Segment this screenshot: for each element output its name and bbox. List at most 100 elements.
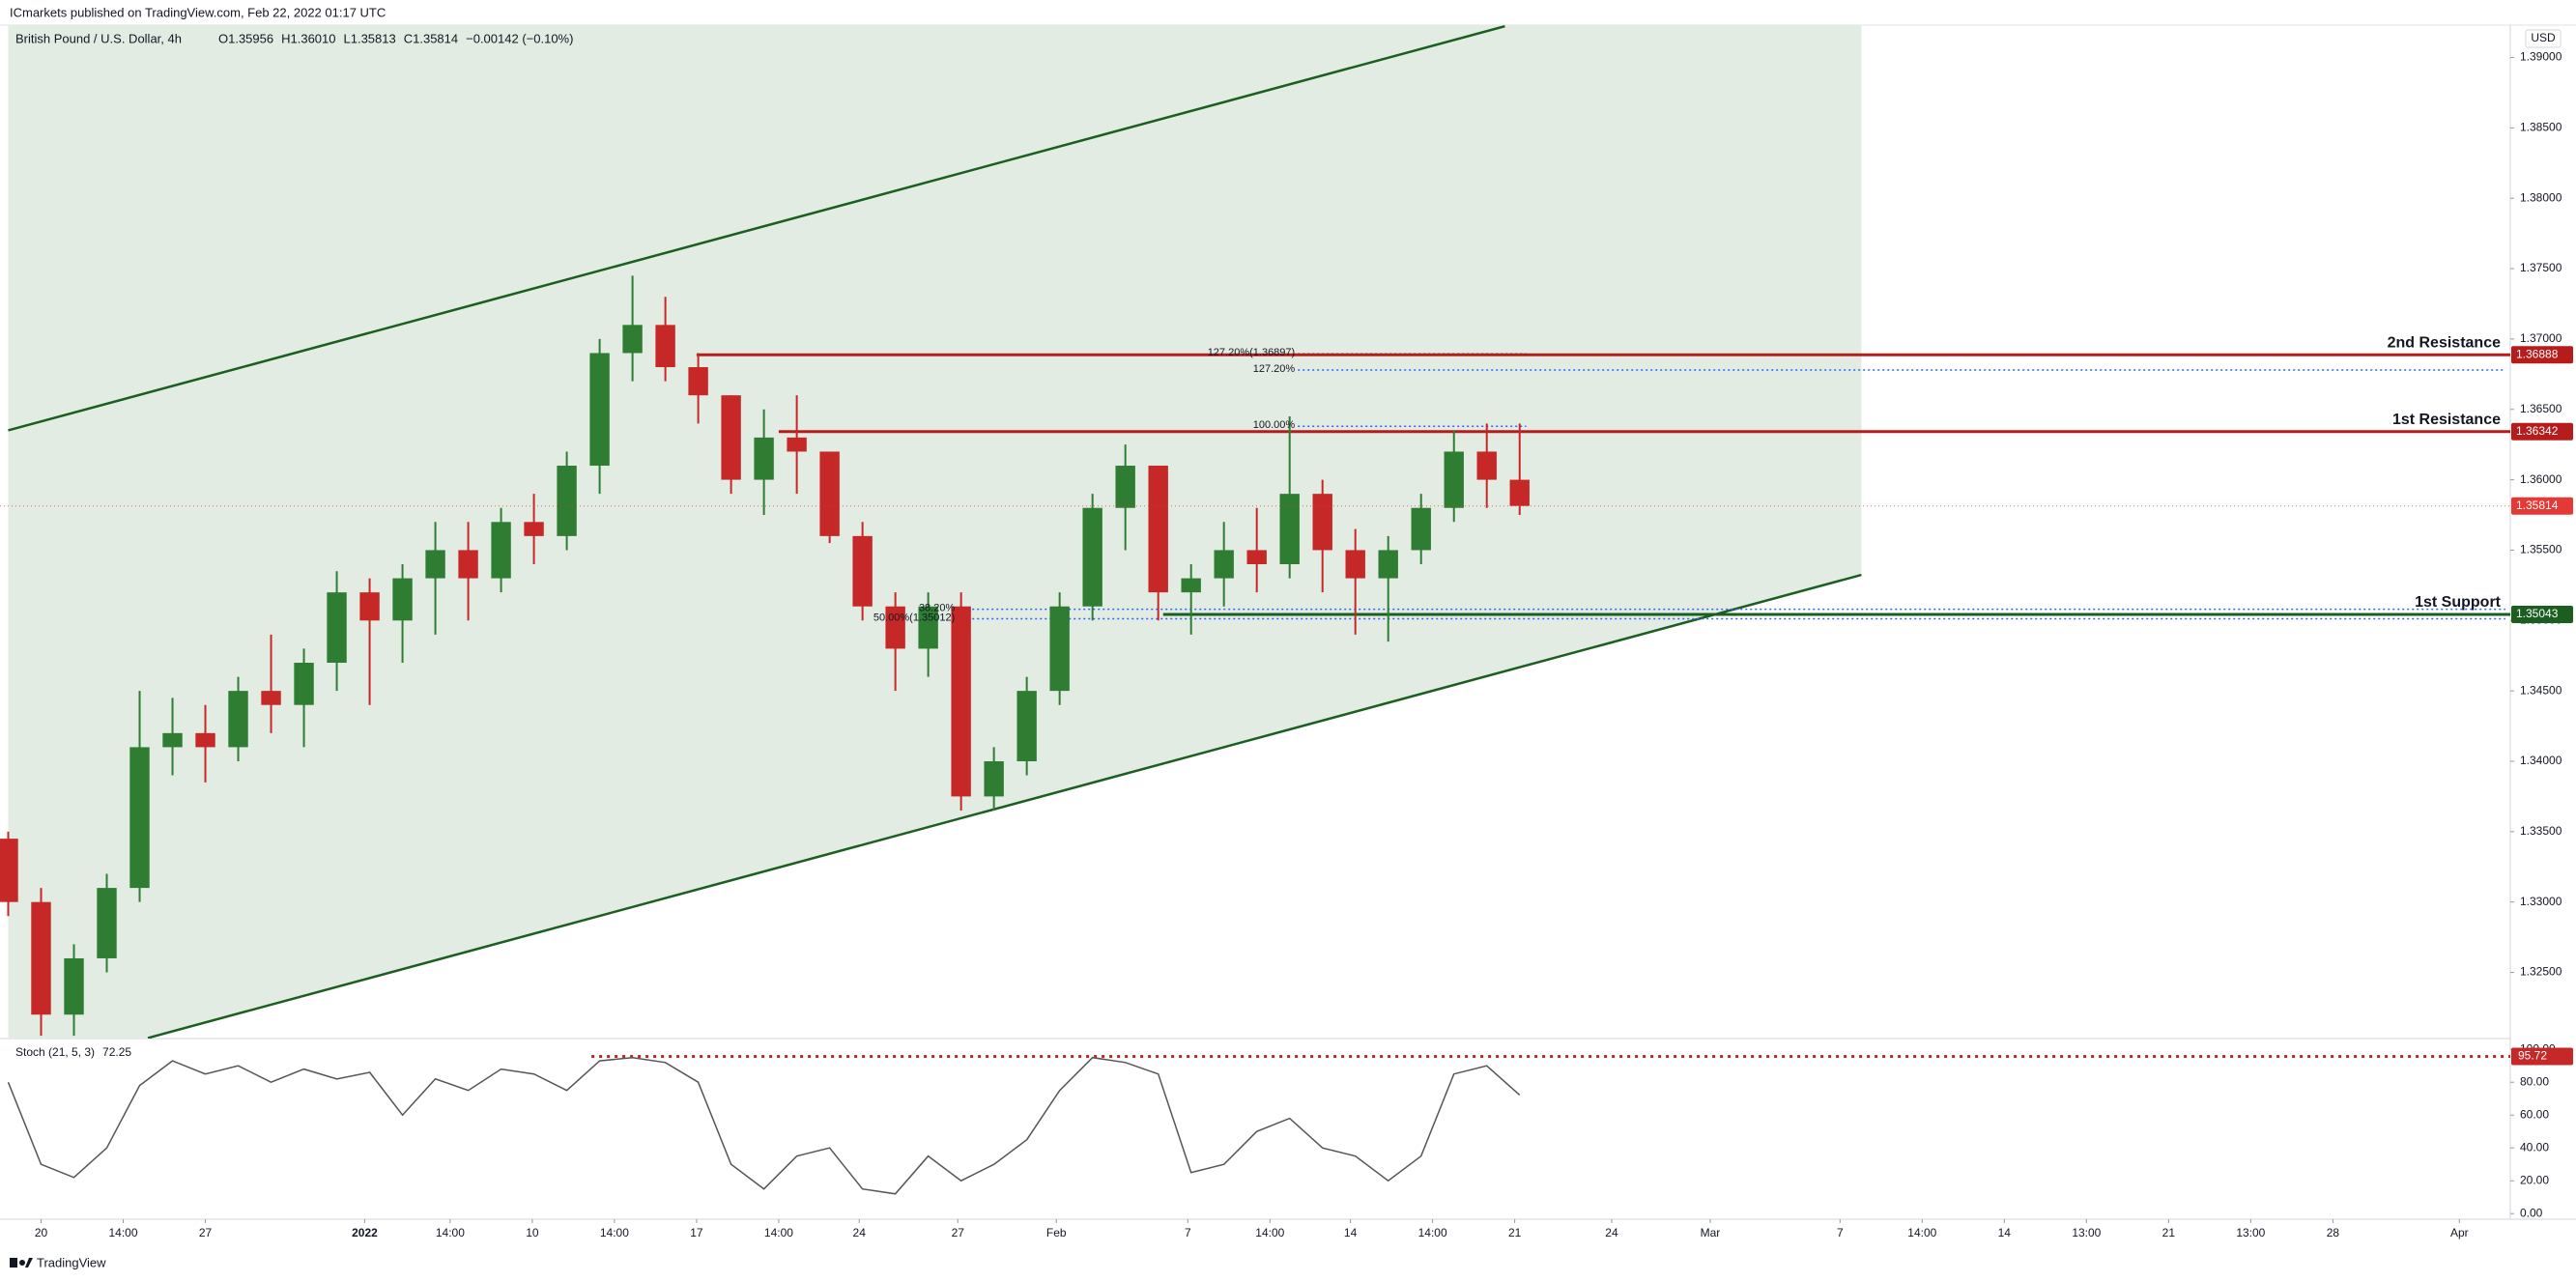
x-tick-label: 14 xyxy=(1344,1226,1358,1239)
fib-label: 127.20%(1.36897) xyxy=(1208,347,1296,358)
candle-body xyxy=(327,592,347,663)
candle-body xyxy=(1181,578,1201,593)
candle-body xyxy=(951,606,971,797)
candle-body xyxy=(1279,494,1300,565)
x-tick-label: 10 xyxy=(526,1226,539,1239)
fib-label: 127.20% xyxy=(1253,363,1296,375)
candle-body xyxy=(557,466,577,536)
candle-body xyxy=(425,550,445,579)
x-tick-label: 20 xyxy=(35,1226,48,1239)
x-tick-label: 17 xyxy=(690,1226,703,1239)
x-tick-label: 2022 xyxy=(352,1226,378,1239)
x-tick-label: 27 xyxy=(199,1226,213,1239)
level-name: 1st Support xyxy=(2415,594,2502,611)
brand: TradingView xyxy=(37,1255,106,1269)
x-tick-label: 24 xyxy=(1605,1226,1618,1239)
y-tick-label: 1.36000 xyxy=(2520,472,2562,486)
x-tick-label: 14:00 xyxy=(109,1226,138,1239)
candle-body xyxy=(491,522,511,579)
candle-body xyxy=(64,957,84,1015)
x-tick-label: 13:00 xyxy=(2236,1226,2265,1239)
candle-body xyxy=(195,732,215,748)
price-tag-label: 1.36888 xyxy=(2516,347,2559,360)
y-tick-label: 1.34000 xyxy=(2520,754,2562,767)
candle-body xyxy=(392,578,413,621)
candle-body xyxy=(984,760,1004,797)
stoch-level-tag xyxy=(2511,1047,2573,1066)
currency-box xyxy=(2525,29,2562,48)
symbol: British Pound / U.S. Dollar, 4h xyxy=(15,31,182,45)
candle-body xyxy=(1049,606,1070,692)
candle-body xyxy=(1082,507,1102,607)
y-tick-label: 1.34500 xyxy=(2520,683,2562,697)
currency: USD xyxy=(2531,31,2556,44)
candle-body xyxy=(162,732,183,748)
candle-body xyxy=(622,325,643,354)
x-tick-label: 13:00 xyxy=(2072,1226,2101,1239)
price-tag xyxy=(2511,422,2573,441)
y-tick-label: 20.00 xyxy=(2520,1173,2549,1186)
stoch-value: 72.25 xyxy=(102,1045,131,1059)
y-tick-label: 1.37500 xyxy=(2520,261,2562,274)
candle-body xyxy=(754,437,774,480)
y-tick-label: 1.38000 xyxy=(2520,190,2562,204)
candle-body xyxy=(787,437,807,452)
candle-body xyxy=(1115,466,1135,508)
candle-body xyxy=(294,662,314,705)
candle-body xyxy=(1444,451,1464,508)
x-tick-label: 14:00 xyxy=(764,1226,793,1239)
x-tick-label: Apr xyxy=(2450,1226,2469,1239)
fib-label: 38.20% xyxy=(919,603,956,614)
candle-body xyxy=(524,522,544,536)
x-tick-label: 14:00 xyxy=(436,1226,465,1239)
y-tick-label: 1.35500 xyxy=(2520,543,2562,556)
y-tick-label: 1.32500 xyxy=(2520,965,2562,979)
stoch-level-label: 95.72 xyxy=(2518,1049,2547,1063)
y-tick-label: 1.36500 xyxy=(2520,402,2562,415)
y-tick-label: 60.00 xyxy=(2520,1107,2549,1121)
candle-body xyxy=(359,592,380,621)
y-tick-label: 40.00 xyxy=(2520,1140,2549,1154)
x-tick-label: 14:00 xyxy=(1907,1226,1936,1239)
fib-label: 100.00% xyxy=(1253,419,1296,431)
ohlc-value: −0.00142 (−0.10%) xyxy=(466,31,573,45)
price-tag-label: 1.36342 xyxy=(2516,424,2559,438)
candle-body xyxy=(97,888,117,958)
candle-body xyxy=(852,535,873,607)
x-tick-label: 14 xyxy=(1998,1226,2012,1239)
candle-body xyxy=(1378,550,1398,579)
y-tick-label: 1.33500 xyxy=(2520,824,2562,838)
x-tick-label: 24 xyxy=(853,1226,867,1239)
channel-line xyxy=(147,573,1862,1039)
x-tick-label: 28 xyxy=(2327,1226,2340,1239)
ohlc-value: H1.36010 xyxy=(281,31,335,45)
candle-body xyxy=(589,353,610,467)
y-tick-label: 1.33000 xyxy=(2520,895,2562,908)
brand-logo xyxy=(10,1258,33,1268)
price-tag xyxy=(2511,606,2573,624)
fib-label: 50.00%(1.35012) xyxy=(873,612,955,623)
x-tick-label: 27 xyxy=(952,1226,965,1239)
candle-body xyxy=(1476,451,1497,480)
stoch-line xyxy=(7,1056,1521,1195)
main-pane xyxy=(0,25,2510,1039)
x-tick-label: Mar xyxy=(1701,1226,1721,1239)
x-tick-label: 21 xyxy=(1508,1226,1522,1239)
channel-fill xyxy=(8,25,1862,1039)
candle-body xyxy=(1345,550,1365,579)
candle-body xyxy=(688,367,708,396)
x-tick-label: 14:00 xyxy=(1255,1226,1284,1239)
x-tick-label: 14:00 xyxy=(600,1226,629,1239)
ohlc-value: L1.35813 xyxy=(344,31,396,45)
ohlc-value: C1.35814 xyxy=(404,31,458,45)
y-tick-label: 1.38500 xyxy=(2520,121,2562,134)
y-tick-label: 1.37000 xyxy=(2520,331,2562,345)
candle-body xyxy=(1411,507,1431,551)
y-tick-label: 80.00 xyxy=(2520,1074,2549,1088)
candle-body xyxy=(1246,550,1267,565)
x-tick-label: 21 xyxy=(2162,1226,2176,1239)
channel-line xyxy=(8,25,1505,432)
candle-body xyxy=(1312,494,1332,551)
